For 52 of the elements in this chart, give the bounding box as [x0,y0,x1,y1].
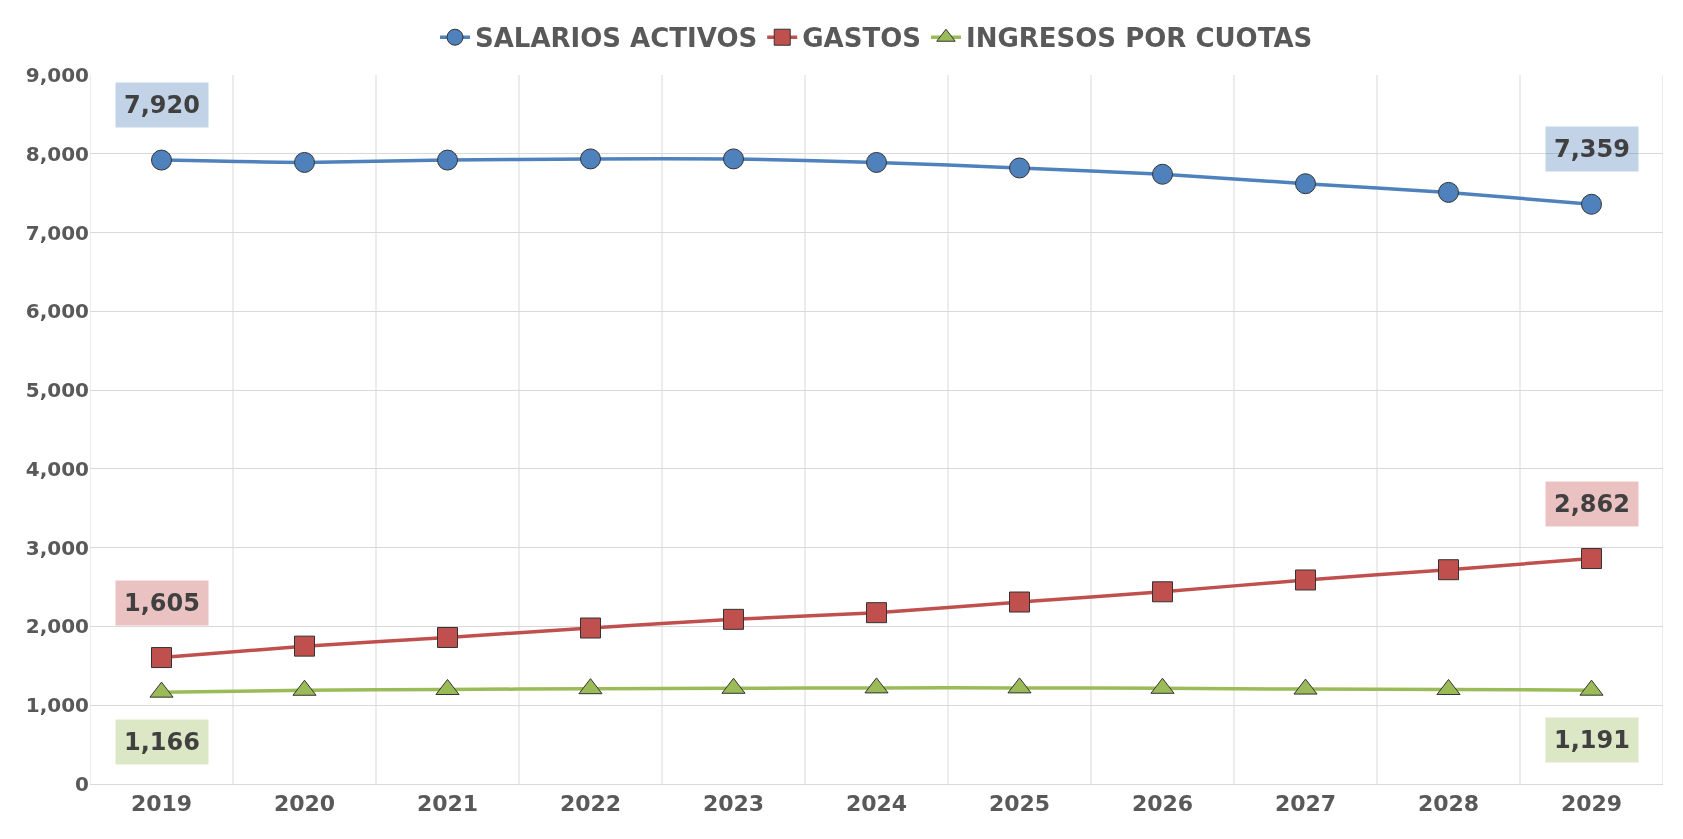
point [437,149,458,171]
x-tick-label: 2028 [1417,791,1480,817]
point [1438,181,1459,203]
data-label: 1,191 [1554,726,1630,754]
x-tick-label: 2026 [1131,791,1194,817]
point [866,151,887,173]
legend-label: GASTOS [802,23,921,54]
point [1581,548,1602,570]
point [723,608,744,630]
point [580,617,601,639]
y-tick-label: 5,000 [25,378,89,403]
point [151,149,172,171]
y-tick-label: 7,000 [25,220,89,245]
point [1009,591,1030,613]
y-tick-label: 6,000 [25,299,89,324]
point [1152,581,1173,603]
data-label: 1,605 [124,589,200,617]
point [294,151,315,173]
x-tick-label: 2025 [988,791,1051,817]
y-tick-label: 3,000 [25,535,89,560]
point [1438,559,1459,581]
y-tick-label: 4,000 [25,456,89,481]
y-tick-label: 1,000 [25,693,89,718]
data-label: 2,862 [1554,490,1630,518]
point [1581,193,1602,215]
y-tick-label: 2,000 [25,614,89,639]
point [294,635,315,657]
x-tick-label: 2023 [702,791,765,817]
x-tick-label: 2019 [130,791,193,817]
y-tick-label: 8,000 [25,141,89,166]
point [580,148,601,170]
x-tick-label: 2021 [416,791,479,817]
point [866,602,887,624]
point [151,647,172,669]
data-label: 7,359 [1554,135,1630,163]
legend-label: SALARIOS ACTIVOS [475,23,758,54]
x-tick-label: 2024 [845,791,908,817]
data-label: 7,920 [124,91,200,119]
point [1152,163,1173,185]
x-tick-label: 2029 [1560,791,1623,817]
point [723,148,744,170]
x-tick-label: 2020 [273,791,336,817]
legend-label: INGRESOS POR CUOTAS [965,23,1313,54]
point [1009,157,1030,179]
y-tick-label: 0 [75,772,89,796]
x-tick-label: 2022 [559,791,622,817]
y-tick-label: 9,000 [25,63,89,87]
point [1295,173,1316,195]
data-label: 1,166 [124,728,200,756]
x-tick-label: 2027 [1274,791,1337,817]
point [437,626,458,648]
point [1295,569,1316,591]
